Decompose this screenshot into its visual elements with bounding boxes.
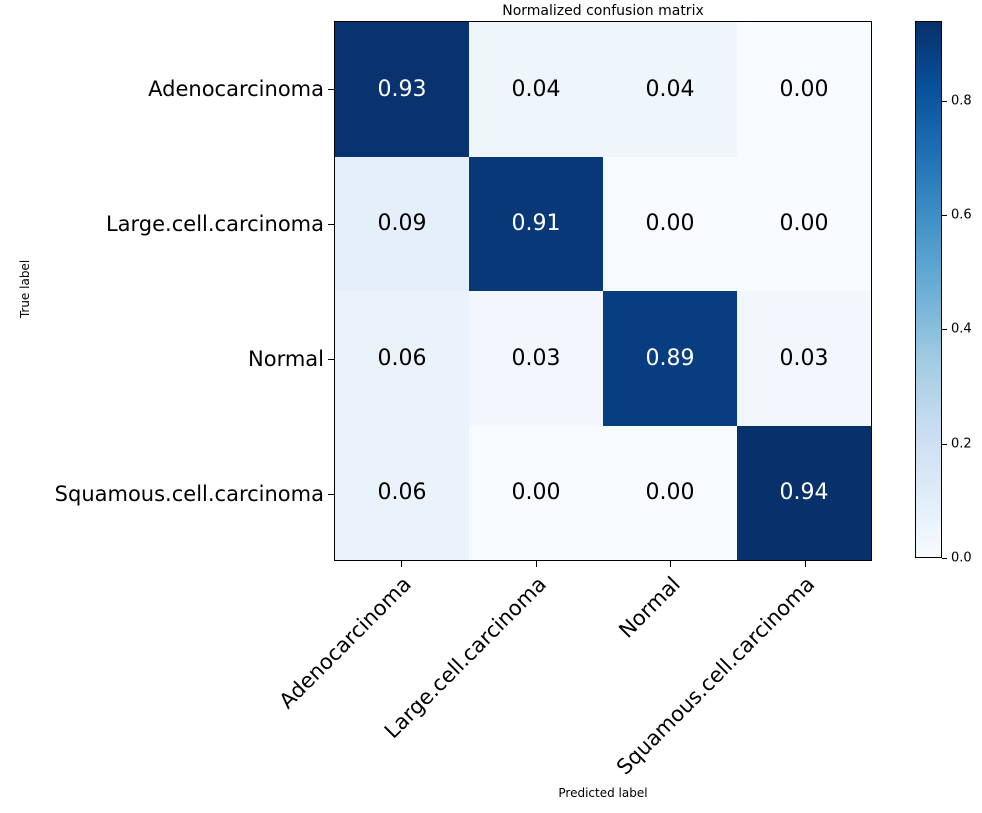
y-tick-label-normal: Normal	[248, 346, 324, 371]
matrix-cell-r0c3: 0.00	[737, 22, 871, 157]
matrix-cell-r1c1: 0.91	[469, 156, 603, 291]
y-tick-mark	[328, 224, 334, 225]
matrix-cell-r0c0: 0.93	[335, 22, 469, 157]
matrix-axes: 0.93 0.04 0.04 0.00 0.09 0.91 0.00 0.00 0.06 0.03…	[334, 21, 872, 561]
y-axis-label: True label	[18, 259, 32, 319]
matrix-grid: 0.93 0.04 0.04 0.00 0.09 0.91 0.00 0.00 0.06 0.03…	[335, 22, 871, 560]
x-axis-label: Predicted label	[558, 786, 648, 800]
matrix-cell-r3c2: 0.00	[603, 425, 737, 560]
y-tick-mark	[328, 494, 334, 495]
colorbar-tick-label-0.4: 0.4	[951, 321, 972, 337]
colorbar-tick-mark	[942, 444, 947, 445]
y-tick-label-large.cell.carcinoma: Large.cell.carcinoma	[105, 211, 324, 236]
x-tick-label-normal: Normal	[614, 572, 686, 643]
colorbar-tick-mark	[942, 215, 947, 216]
matrix-cell-r3c0: 0.06	[335, 425, 469, 560]
x-tick-mark	[536, 561, 537, 567]
matrix-cell-r2c3: 0.03	[737, 291, 871, 426]
colorbar-tick-label-0.0: 0.0	[951, 550, 972, 566]
y-tick-label-squamous.cell.carcinoma: Squamous.cell.carcinoma	[54, 481, 324, 506]
x-tick-mark	[670, 561, 671, 567]
x-tick-mark	[401, 561, 402, 567]
colorbar-tick-mark	[942, 558, 947, 559]
y-tick-mark	[328, 89, 334, 90]
y-tick-label-adenocarcinoma: Adenocarcinoma	[148, 76, 324, 101]
colorbar	[915, 21, 942, 558]
colorbar-tick-mark	[942, 101, 947, 102]
matrix-cell-r0c1: 0.04	[469, 22, 603, 157]
colorbar-tick-label-0.2: 0.2	[951, 436, 972, 452]
matrix-cell-r3c3: 0.94	[737, 425, 871, 560]
matrix-cell-r1c0: 0.09	[335, 156, 469, 291]
matrix-cell-r2c0: 0.06	[335, 291, 469, 426]
y-tick-mark	[328, 359, 334, 360]
matrix-cell-r3c1: 0.00	[469, 425, 603, 560]
matrix-cell-r1c2: 0.00	[603, 156, 737, 291]
colorbar-tick-label-0.6: 0.6	[951, 207, 972, 223]
colorbar-tick-label-0.8: 0.8	[951, 93, 972, 109]
x-tick-label-adenocarcinoma: Adenocarcinoma	[274, 572, 417, 714]
matrix-cell-r1c3: 0.00	[737, 156, 871, 291]
colorbar-tick-mark	[942, 329, 947, 330]
chart-title: Normalized confusion matrix	[502, 3, 704, 19]
matrix-cell-r0c2: 0.04	[603, 22, 737, 157]
x-tick-mark	[805, 561, 806, 567]
matrix-cell-r2c2: 0.89	[603, 291, 737, 426]
matrix-cell-r2c1: 0.03	[469, 291, 603, 426]
